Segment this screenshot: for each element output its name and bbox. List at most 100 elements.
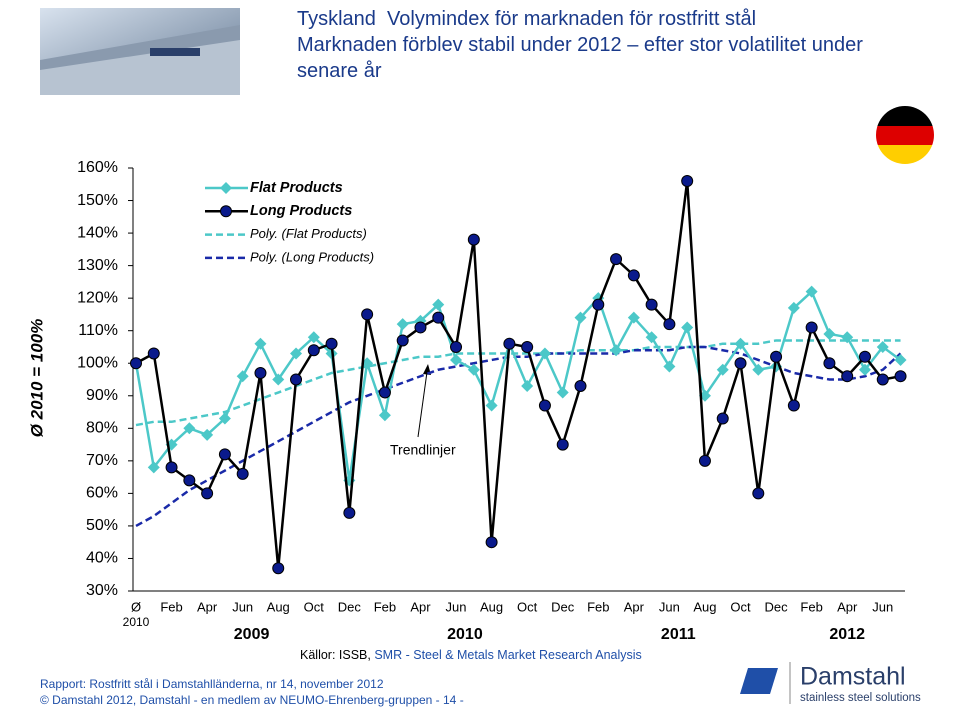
marker	[716, 363, 729, 376]
marker	[805, 285, 818, 298]
logo-name: Damstahl	[800, 663, 906, 691]
y-tick-label: 130%	[77, 257, 118, 274]
marker	[201, 487, 214, 500]
marker	[307, 331, 320, 344]
x-tick-label: Ø	[131, 599, 141, 614]
x-tick-label: Dec	[765, 599, 789, 614]
y-tick-label: 160%	[77, 159, 118, 176]
y-tick-label: 110%	[78, 322, 118, 339]
y-tick-label: 100%	[77, 354, 118, 371]
y-tick-label: 140%	[77, 224, 118, 241]
x-tick-label: Oct	[517, 599, 538, 614]
marker	[450, 353, 463, 366]
marker	[663, 318, 676, 331]
marker	[538, 347, 551, 360]
marker	[130, 357, 142, 370]
y-tick-label: 80%	[86, 420, 118, 437]
photo	[40, 8, 240, 95]
x-tick-label: Jun	[232, 599, 253, 614]
x-tick-label: Apr	[410, 599, 431, 614]
marker	[485, 536, 498, 549]
year-label: 2010	[447, 626, 483, 643]
marker	[823, 357, 836, 370]
x-tick-label: Jun	[659, 599, 680, 614]
marker	[183, 422, 196, 435]
y-tick-label: 30%	[86, 582, 118, 599]
x-tick-label: Apr	[624, 599, 645, 614]
x-tick-label: Feb	[587, 599, 609, 614]
marker	[574, 380, 587, 393]
marker	[432, 298, 445, 311]
marker	[894, 353, 907, 366]
title: Tyskland Volymindex för marknaden för ro…	[297, 8, 757, 30]
marker	[272, 373, 285, 386]
subtitle: Marknaden förblev stabil under 2012 – ef…	[297, 34, 869, 82]
marker	[450, 340, 463, 353]
x-tick-label: Feb	[160, 599, 182, 614]
marker	[681, 321, 694, 334]
marker	[218, 448, 231, 461]
y-tick-label: 40%	[86, 550, 118, 567]
x-tick-sublabel: 2010	[123, 615, 150, 629]
marker	[556, 438, 569, 451]
marker	[770, 350, 783, 363]
marker	[236, 370, 249, 383]
series-line	[135, 180, 901, 569]
marker	[876, 373, 889, 386]
marker	[841, 370, 854, 383]
y-axis-label: Ø 2010 = 100%	[27, 319, 46, 438]
marker	[378, 386, 391, 399]
marker	[485, 399, 498, 412]
marker	[361, 308, 374, 321]
marker	[841, 331, 854, 344]
marker	[343, 506, 356, 519]
x-tick-label: Dec	[551, 599, 575, 614]
x-tick-label: Oct	[304, 599, 325, 614]
marker	[858, 350, 871, 363]
source-name: SMR - Steel & Metals Market Research Ana…	[374, 648, 641, 662]
x-tick-label: Aug	[693, 599, 716, 614]
marker	[610, 344, 623, 357]
y-tick-label: 50%	[86, 517, 118, 534]
y-tick-label: 60%	[86, 485, 118, 502]
legend-label: Poly. (Long Products)	[250, 249, 374, 264]
marker	[521, 380, 534, 393]
marker	[236, 467, 249, 480]
marker	[396, 318, 409, 331]
flag	[876, 106, 934, 164]
annotation-arrow	[417, 371, 428, 438]
legend-marker	[220, 205, 232, 218]
source: Källor: ISSB, SMR - Steel & Metals Marke…	[300, 648, 642, 662]
y-tick-label: 120%	[77, 289, 118, 306]
y-tick-label: 70%	[86, 452, 118, 469]
legend-label: Long Products	[250, 203, 352, 219]
source-prefix: Källor: ISSB,	[300, 648, 374, 662]
marker	[752, 487, 765, 500]
annotation: Trendlinjer	[390, 442, 456, 458]
marker	[467, 363, 480, 376]
marker	[627, 311, 640, 324]
x-tick-label: Aug	[267, 599, 290, 614]
footer-copyright: © Damstahl 2012, Damstahl - en medlem av…	[40, 693, 464, 707]
x-tick-label: Jun	[446, 599, 467, 614]
x-tick-label: Oct	[730, 599, 751, 614]
marker	[627, 269, 640, 282]
year-label: 2012	[829, 626, 865, 643]
marker	[645, 331, 658, 344]
logo: Damstahl stainless steel solutions	[740, 662, 921, 704]
marker	[521, 340, 534, 353]
marker	[254, 337, 267, 350]
x-tick-label: Jun	[872, 599, 893, 614]
marker	[183, 474, 196, 487]
marker	[556, 386, 569, 399]
footer-report: Rapport: Rostfritt stål i Damstahlländer…	[40, 677, 384, 691]
marker	[876, 340, 889, 353]
marker	[290, 347, 303, 360]
marker	[201, 428, 214, 441]
y-tick-label: 150%	[77, 192, 118, 209]
marker	[681, 175, 694, 188]
marker	[414, 321, 427, 334]
year-label: 2009	[234, 626, 270, 643]
